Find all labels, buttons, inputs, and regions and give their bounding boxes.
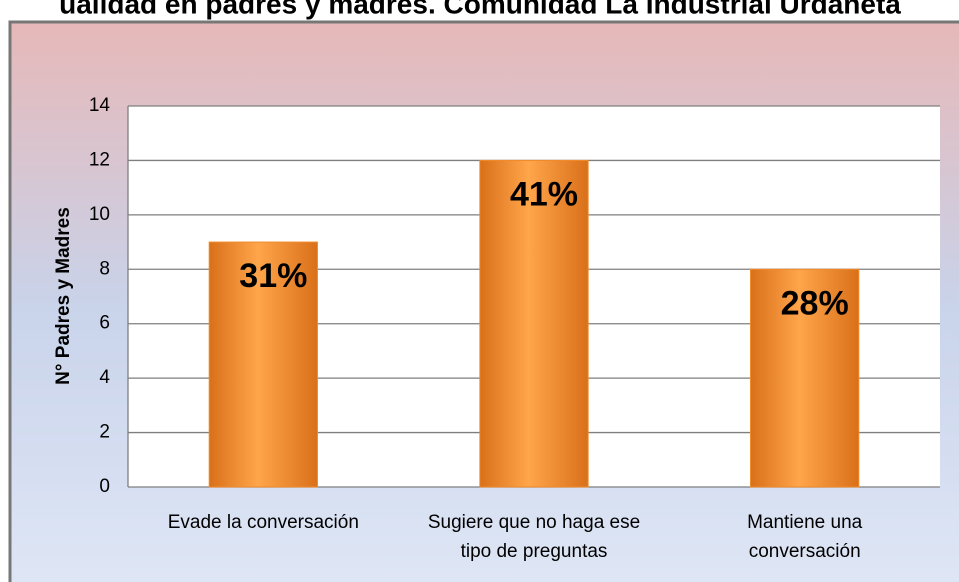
value-label: 28% — [781, 284, 849, 322]
x-tick-label: Sugiere que no haga ese — [428, 512, 640, 533]
chart-title: ualidad en padres y madres. Comunidad La… — [59, 0, 901, 19]
value-label: 41% — [510, 175, 578, 213]
y-tick-label: 12 — [89, 149, 110, 170]
x-tick-label: tipo de preguntas — [461, 541, 608, 562]
y-tick-label: 2 — [99, 422, 110, 443]
y-axis-label: N° Padres y Madres — [53, 207, 74, 385]
y-tick-label: 10 — [89, 204, 110, 225]
x-tick-label: conversación — [749, 541, 861, 562]
bar — [479, 159, 589, 488]
y-tick-label: 6 — [99, 313, 110, 334]
bar — [750, 268, 860, 488]
x-tick-label: Mantiene una — [747, 512, 863, 533]
y-tick-label: 0 — [99, 476, 110, 497]
y-tick-label: 8 — [99, 258, 110, 279]
y-tick-label: 4 — [99, 367, 110, 388]
y-tick-label: 14 — [89, 95, 111, 116]
value-label: 31% — [239, 257, 307, 295]
bar — [208, 241, 318, 488]
x-tick-label: Evade la conversación — [168, 512, 359, 533]
